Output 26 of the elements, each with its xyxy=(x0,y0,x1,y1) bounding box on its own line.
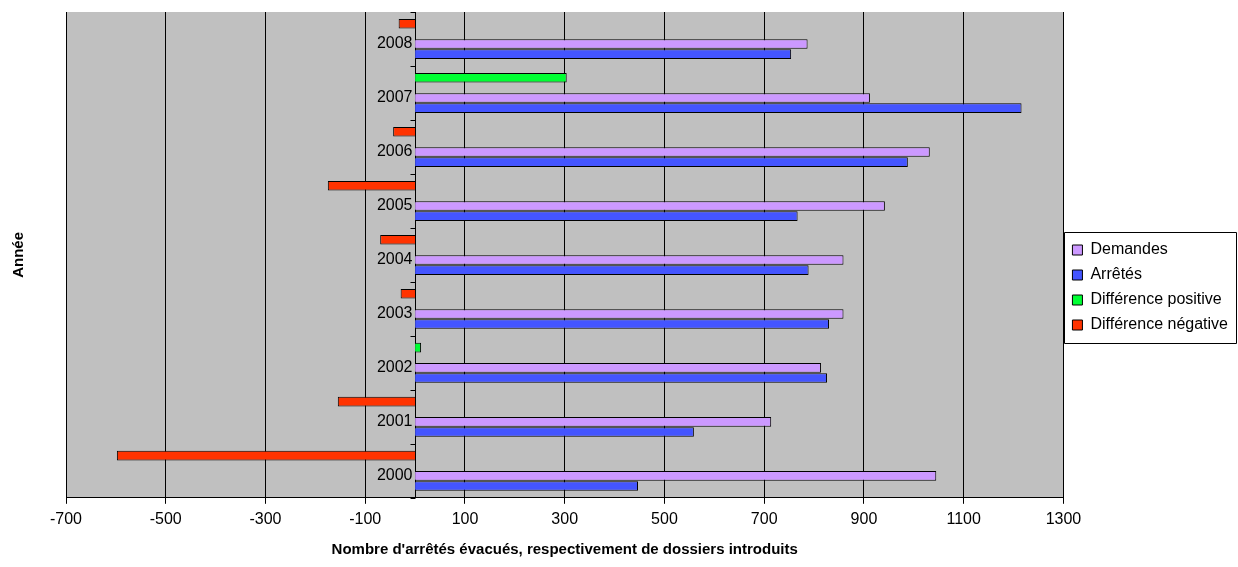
x-tick-label: -100 xyxy=(349,509,382,527)
legend-label: Différence positive xyxy=(1090,290,1222,308)
x-tick-label: 1100 xyxy=(946,509,981,527)
x-tick-label: -300 xyxy=(249,509,282,527)
x-tick-label: 500 xyxy=(651,509,678,527)
x-tick-label: 1300 xyxy=(1045,509,1082,527)
y-tick-label: 2003 xyxy=(376,304,413,322)
x-tick-label: 300 xyxy=(551,509,579,527)
y-tick-label: 2002 xyxy=(376,358,413,376)
x-tick-label: 900 xyxy=(850,509,878,527)
y-tick-label: 2000 xyxy=(376,466,413,484)
x-axis-title: Nombre d'arrêtés évacués, respectivement de dossiers introduits xyxy=(331,540,798,558)
x-tick-label: -500 xyxy=(149,509,182,527)
x-tick-label: 700 xyxy=(750,509,778,527)
y-tick-label: 2008 xyxy=(376,34,413,52)
x-tick-label: -700 xyxy=(49,509,83,527)
legend-label: Demandes xyxy=(1090,240,1168,258)
y-axis-title: Année xyxy=(9,231,27,278)
legend-label: Différence négative xyxy=(1090,315,1229,333)
legend-label: Arrêtés xyxy=(1090,265,1143,283)
y-tick-label: 2001 xyxy=(376,412,413,430)
x-tick-label: 100 xyxy=(451,509,479,527)
y-tick-label: 2007 xyxy=(376,88,413,106)
y-tick-label: 2004 xyxy=(376,250,413,268)
y-tick-label: 2006 xyxy=(376,142,413,160)
y-tick-label: 2005 xyxy=(376,196,413,214)
